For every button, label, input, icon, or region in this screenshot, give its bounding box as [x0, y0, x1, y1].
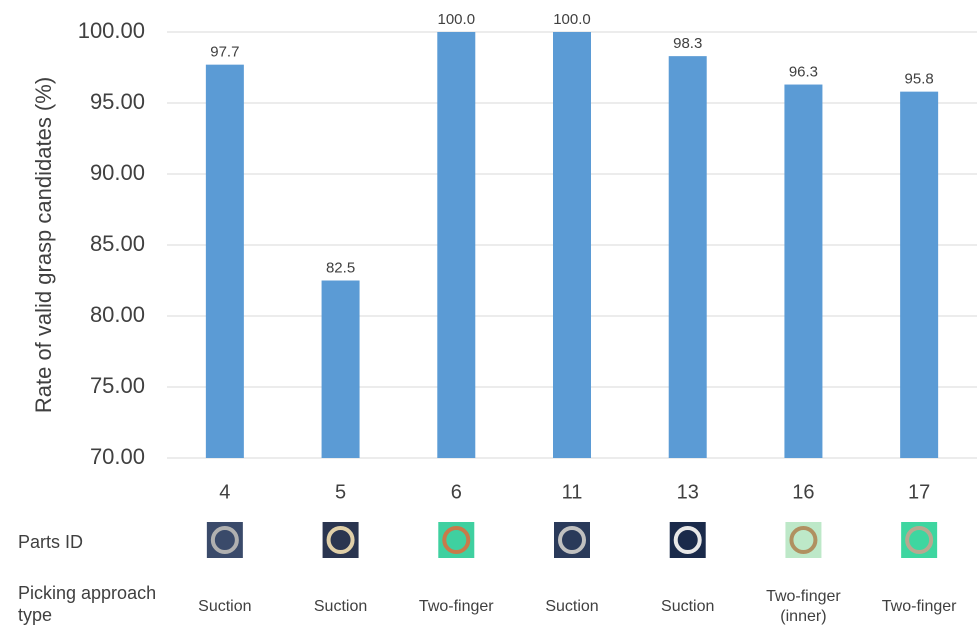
value-label: 100.0 — [438, 11, 476, 28]
value-label: 96.3 — [789, 64, 818, 81]
part-image-detail — [442, 526, 471, 554]
approach-label: Picking approach type — [18, 583, 157, 625]
x-tick-label: 4 — [219, 481, 230, 503]
y-tick-label: 95.00 — [90, 89, 145, 114]
part-image-detail — [326, 526, 355, 554]
part-image-detail — [210, 526, 239, 554]
x-tick-label: 16 — [792, 481, 814, 503]
part-image-detail — [905, 526, 934, 554]
part-image-detail — [673, 526, 702, 554]
x-tick-label: 17 — [908, 481, 930, 503]
approach-type: Suction — [313, 598, 368, 615]
bar — [437, 32, 476, 458]
value-label: 97.7 — [210, 44, 239, 61]
y-tick-label: 80.00 — [90, 302, 145, 327]
y-tick-label: 90.00 — [90, 160, 145, 185]
bar — [784, 84, 823, 458]
y-tick-label: 70.00 — [90, 444, 145, 469]
value-label: 82.5 — [326, 259, 355, 276]
x-tick-label: 5 — [335, 481, 346, 503]
x-tick-label: 6 — [451, 481, 462, 503]
value-label: 95.8 — [905, 71, 934, 88]
approach-type: Suction — [545, 598, 599, 615]
y-tick-label: 100.00 — [78, 18, 145, 43]
part-image-detail — [558, 526, 586, 554]
value-label: 100.0 — [553, 11, 591, 28]
approach-type: Two-finger — [881, 598, 957, 615]
y-axis-title: Rate of valid grasp candidates (%) — [31, 77, 56, 413]
part-image-detail — [789, 526, 818, 554]
bar — [205, 64, 244, 458]
bar — [321, 280, 360, 458]
x-tick-label: 11 — [562, 481, 583, 503]
y-tick-label: 75.00 — [90, 373, 145, 398]
approach-type: Suction — [661, 598, 715, 615]
bar — [900, 91, 939, 458]
value-label: 98.3 — [673, 35, 702, 52]
approach-type: Two-finger — [418, 598, 494, 615]
x-tick-label: 13 — [677, 481, 699, 503]
parts-id-label: Parts ID — [18, 532, 84, 552]
y-tick-label: 85.00 — [90, 231, 145, 256]
bar — [553, 32, 591, 458]
approach-type: Suction — [198, 598, 252, 615]
bar — [668, 56, 707, 458]
approach-type: Two-finger (inner) — [766, 588, 841, 625]
